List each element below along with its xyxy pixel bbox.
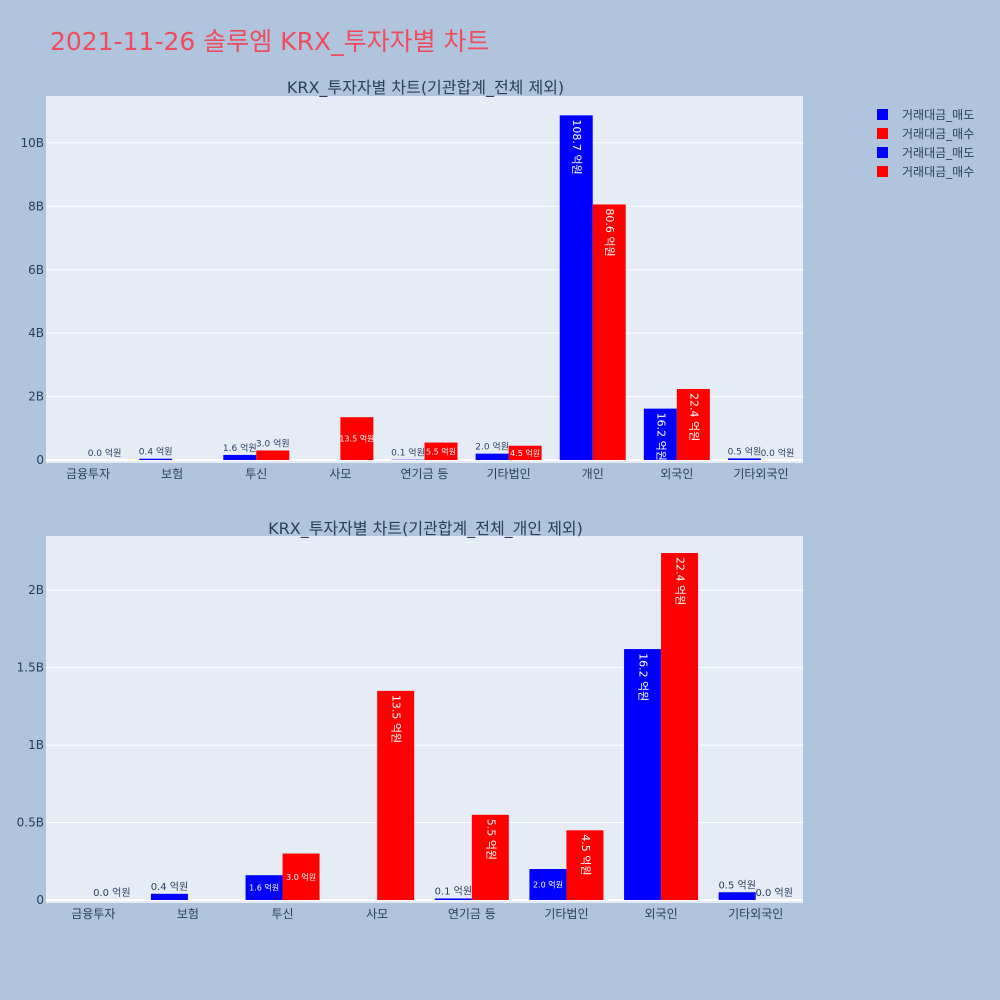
data-label: 22.4 억원: [687, 393, 700, 441]
x-tick-label: 금융투자: [66, 467, 110, 481]
data-label: 5.5 억원: [484, 819, 497, 860]
bar-buy: [676, 388, 710, 460]
data-label: 5.5 억원: [426, 446, 456, 456]
y-tick-label: 0: [36, 893, 44, 907]
data-label: 0.0 억원: [755, 887, 792, 899]
x-tick-label: 투신: [245, 467, 267, 481]
legend-item-label[interactable]: 거래대금_매도: [902, 146, 974, 160]
data-label: 0.1 억원: [391, 447, 425, 459]
x-tick-label: 기타외국인: [728, 907, 783, 921]
bar-sell: [727, 458, 761, 460]
y-tick-label: 8B: [28, 199, 44, 213]
legend-swatch[interactable]: [877, 128, 888, 139]
chart-panel-1: 0 2B 4B 6B 8B 10B KRX_투자자별 차트(기관합계_전체 제외) 금융투자 0…: [20, 78, 803, 481]
data-label: 22.4 억원: [674, 557, 687, 605]
bar-buy: [471, 814, 509, 900]
data-label: 108.7 억원: [570, 119, 583, 174]
bar-buy: [256, 450, 290, 460]
y-tick-label: 2B: [28, 390, 44, 404]
data-label: 16.2 억원: [654, 413, 667, 461]
data-label: 13.5 억원: [390, 695, 403, 743]
x-tick-label: 사모: [366, 907, 388, 921]
page-title: 2021-11-26 솔루엠 KRX_투자자별 차트: [50, 27, 490, 56]
x-tick-label: 보험: [161, 467, 183, 481]
data-label: 3.0 억원: [286, 872, 316, 882]
y-tick-label: 0.5B: [17, 816, 44, 830]
data-label: 0.0 억원: [88, 447, 122, 459]
x-tick-label: 투신: [272, 907, 294, 921]
y-tick-label: 0: [36, 453, 44, 467]
data-label: 0.1 억원: [435, 885, 472, 897]
data-label: 1.6 억원: [249, 883, 279, 893]
x-tick-label: 기타법인: [487, 467, 531, 481]
data-label: 4.5 억원: [510, 448, 540, 458]
data-label: 0.0 억원: [761, 447, 795, 459]
y-tick-label: 1B: [28, 738, 44, 752]
legend-swatch[interactable]: [877, 166, 888, 177]
data-label: 80.6 억원: [603, 208, 616, 256]
x-tick-label: 사모: [329, 467, 351, 481]
bar-buy: [566, 830, 604, 900]
legend-item-label[interactable]: 거래대금_매도: [902, 108, 974, 122]
bar-buy: [340, 417, 374, 460]
x-tick-label: 기타법인: [544, 907, 588, 921]
data-label: 0.5 억원: [718, 879, 755, 891]
x-tick-label: 외국인: [660, 467, 693, 481]
data-label: 4.5 억원: [579, 834, 592, 875]
data-label: 3.0 억원: [256, 437, 290, 449]
subplot-title: KRX_투자자별 차트(기관합계_전체_개인 제외): [268, 519, 583, 539]
bar-sell: [643, 408, 677, 460]
y-tick-label: 4B: [28, 326, 44, 340]
bar-sell: [475, 453, 509, 460]
x-tick-label: 개인: [582, 467, 604, 481]
y-tick-label: 6B: [28, 263, 44, 277]
y-tick-label: 2B: [28, 583, 44, 597]
data-label: 1.6 억원: [223, 442, 257, 454]
bar-sell: [245, 875, 283, 900]
y-tick-label: 1.5B: [17, 661, 44, 675]
bar-buy: [377, 690, 415, 900]
bar-sell: [150, 893, 188, 900]
bar-sell: [718, 892, 756, 900]
bar-sell: [434, 898, 472, 900]
bar-buy: [282, 853, 320, 900]
data-label: 2.0 억원: [533, 880, 563, 890]
data-label: 13.5 억원: [339, 434, 374, 444]
bar-sell: [223, 454, 257, 460]
data-label: 2.0 억원: [475, 441, 509, 453]
data-label: 0.4 억원: [139, 446, 173, 458]
legend-swatch[interactable]: [877, 109, 888, 120]
bar-sell: [139, 458, 173, 460]
legend-item-label[interactable]: 거래대금_매수: [902, 165, 974, 179]
x-tick-label: 기타외국인: [733, 467, 788, 481]
x-tick-label: 외국인: [645, 907, 678, 921]
bar-sell: [559, 115, 593, 460]
data-label: 0.4 억원: [151, 881, 188, 893]
subplot-title: KRX_투자자별 차트(기관합계_전체 제외): [287, 78, 564, 98]
legend-swatch[interactable]: [877, 147, 888, 158]
bar-buy: [592, 204, 626, 460]
data-label: 16.2 억원: [637, 653, 650, 701]
x-tick-label: 연기금 등: [448, 907, 496, 921]
bar-sell: [624, 649, 662, 900]
x-tick-label: 연기금 등: [401, 467, 449, 481]
data-label: 0.5 억원: [728, 445, 762, 457]
bar-buy: [508, 445, 542, 460]
data-label: 0.0 억원: [93, 887, 130, 899]
x-tick-label: 보험: [177, 907, 199, 921]
bar-sell: [529, 869, 567, 900]
y-tick-label: 10B: [20, 136, 44, 150]
x-tick-label: 금융투자: [71, 907, 115, 921]
bar-buy: [661, 553, 699, 900]
chart-panel-2: 0 0.5B 1B 1.5B 2B KRX_투자자별 차트(기관합계_전체_개인 제외) 금…: [17, 519, 803, 921]
bar-buy: [424, 442, 458, 460]
legend-item-label[interactable]: 거래대금_매수: [902, 127, 974, 141]
